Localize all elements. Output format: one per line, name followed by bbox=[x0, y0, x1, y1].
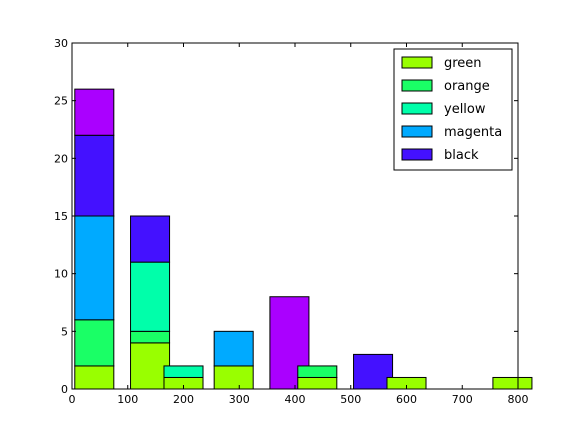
x-tick-label: 700 bbox=[452, 393, 473, 406]
x-tick-label: 400 bbox=[285, 393, 306, 406]
bar-segment bbox=[130, 261, 171, 332]
y-tick-label: 25 bbox=[54, 95, 68, 108]
y-tick-label: 20 bbox=[54, 152, 68, 165]
y-tick-label: 15 bbox=[54, 210, 68, 223]
bar-segment bbox=[74, 134, 115, 217]
bar-segment bbox=[297, 376, 338, 390]
bars-layer bbox=[74, 88, 533, 390]
legend-swatch bbox=[401, 125, 433, 138]
legend-swatch bbox=[401, 102, 433, 115]
axis-ticks: 0 100 200 300 400 500 600 700 800 0 5 10 15 20 25 30 bbox=[54, 37, 529, 406]
x-tick-label: 0 bbox=[69, 393, 76, 406]
y-tick-label: 30 bbox=[54, 37, 68, 50]
bar-segment bbox=[163, 365, 204, 378]
bar-segment bbox=[74, 365, 115, 390]
y-tick-label: 5 bbox=[61, 325, 68, 338]
legend-swatch bbox=[401, 56, 433, 69]
legend-swatch bbox=[401, 79, 433, 92]
x-tick-label: 800 bbox=[508, 393, 529, 406]
y-tick-label: 0 bbox=[61, 383, 68, 396]
x-tick-label: 600 bbox=[396, 393, 417, 406]
x-tick-label: 300 bbox=[229, 393, 250, 406]
y-tick-label: 10 bbox=[54, 268, 68, 281]
legend-label: green bbox=[444, 56, 482, 71]
legend-swatch bbox=[401, 148, 433, 161]
x-tick-label: 500 bbox=[340, 393, 361, 406]
bar-segment bbox=[130, 330, 171, 344]
bar-segment bbox=[74, 88, 115, 136]
bar-segment bbox=[297, 365, 338, 378]
bar-segment bbox=[130, 215, 171, 263]
bar-segment bbox=[213, 365, 254, 390]
legend: green orange yellow magenta black bbox=[393, 48, 513, 171]
bar-segment bbox=[74, 215, 115, 321]
legend-label: yellow bbox=[444, 102, 486, 117]
legend-label: orange bbox=[444, 79, 490, 94]
legend-label: black bbox=[444, 148, 479, 163]
legend-label: magenta bbox=[444, 125, 502, 140]
bar-segment bbox=[74, 319, 115, 367]
x-tick-label: 100 bbox=[117, 393, 138, 406]
x-tick-label: 200 bbox=[173, 393, 194, 406]
bar-segment bbox=[213, 330, 254, 367]
bar-segment bbox=[492, 376, 533, 390]
